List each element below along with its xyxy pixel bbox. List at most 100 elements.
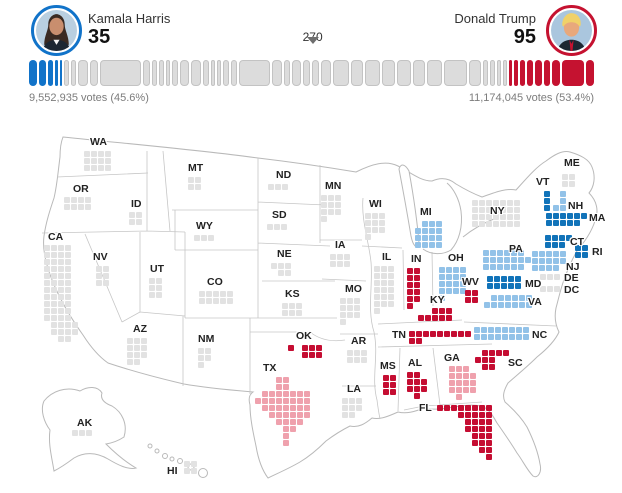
bar-segment-none[interactable] xyxy=(350,60,364,86)
ev-square xyxy=(439,308,445,314)
ev-square xyxy=(262,398,268,404)
bar-segment-none[interactable] xyxy=(77,60,89,86)
ev-square xyxy=(289,303,295,309)
ev-square xyxy=(436,221,442,227)
bar-segment-none[interactable] xyxy=(468,60,481,86)
ev-square xyxy=(290,426,296,432)
bar-segment-none[interactable] xyxy=(64,60,69,86)
ev-square xyxy=(569,174,575,180)
bar-segment-gop[interactable] xyxy=(552,60,561,86)
bar-segment-none[interactable] xyxy=(489,60,495,86)
bar-segment-none[interactable] xyxy=(311,60,320,86)
bar-segment-none[interactable] xyxy=(426,60,443,86)
bar-segment-none[interactable] xyxy=(444,60,467,86)
ev-square xyxy=(465,331,471,337)
ev-square xyxy=(44,252,50,258)
state-label-ID: ID xyxy=(131,198,142,210)
bar-segment-gop[interactable] xyxy=(509,60,512,86)
bar-segment-none[interactable] xyxy=(496,60,501,86)
ev-square xyxy=(544,205,550,211)
ev-square xyxy=(58,336,64,342)
ev-square xyxy=(195,184,201,190)
bar-segment-none[interactable] xyxy=(272,60,282,86)
bar-segment-none[interactable] xyxy=(151,60,157,86)
ev-square xyxy=(354,298,360,304)
ev-square xyxy=(51,266,57,272)
ev-square xyxy=(156,285,162,291)
bar-segment-dem[interactable] xyxy=(55,60,59,86)
bar-segment-none[interactable] xyxy=(217,60,222,86)
bar-segment-gop[interactable] xyxy=(520,60,526,86)
ev-square xyxy=(213,298,219,304)
ev-square xyxy=(415,242,421,248)
ev-square xyxy=(407,268,413,274)
bar-segment-gop[interactable] xyxy=(527,60,534,86)
bar-segment-dem[interactable] xyxy=(39,60,47,86)
ev-square xyxy=(430,331,436,337)
ev-square xyxy=(283,384,289,390)
bar-segment-none[interactable] xyxy=(143,60,150,86)
bar-segment-none[interactable] xyxy=(332,60,349,86)
bar-segment-none[interactable] xyxy=(397,60,412,86)
ev-square xyxy=(58,252,64,258)
ev-square xyxy=(276,419,282,425)
ev-square xyxy=(449,387,455,393)
bar-segment-none[interactable] xyxy=(158,60,164,86)
state-label-RI: RI xyxy=(592,246,603,258)
ev-square xyxy=(51,245,57,251)
ev-square xyxy=(525,257,531,263)
ev-square xyxy=(505,302,511,308)
bar-segment-gop[interactable] xyxy=(562,60,585,86)
bar-segment-none[interactable] xyxy=(482,60,488,86)
ev-square xyxy=(547,286,553,292)
bar-segment-dem[interactable] xyxy=(48,60,54,86)
ev-square xyxy=(381,301,387,307)
bar-segment-none[interactable] xyxy=(90,60,99,86)
ev-square xyxy=(509,327,515,333)
bar-segment-none[interactable] xyxy=(165,60,170,86)
bar-segment-gop[interactable] xyxy=(535,60,542,86)
ev-square xyxy=(523,327,529,333)
bar-segment-none[interactable] xyxy=(381,60,396,86)
bar-segment-dem[interactable] xyxy=(29,60,37,86)
bar-segment-none[interactable] xyxy=(191,60,202,86)
ev-square xyxy=(347,298,353,304)
ev-square xyxy=(302,345,308,351)
bar-segment-none[interactable] xyxy=(100,60,142,86)
bar-segment-none[interactable] xyxy=(413,60,425,86)
bar-segment-none[interactable] xyxy=(203,60,209,86)
harris-avatar xyxy=(31,5,82,56)
bar-segment-dem[interactable] xyxy=(60,60,63,86)
bar-segment-gop[interactable] xyxy=(543,60,551,86)
bar-segment-none[interactable] xyxy=(223,60,229,86)
ev-square xyxy=(554,274,560,280)
ev-square xyxy=(562,181,568,187)
bar-segment-none[interactable] xyxy=(210,60,216,86)
bar-segment-none[interactable] xyxy=(292,60,302,86)
ev-square xyxy=(486,426,492,432)
ev-square xyxy=(269,391,275,397)
bar-segment-none[interactable] xyxy=(70,60,76,86)
ev-square xyxy=(553,205,559,211)
ev-square xyxy=(379,220,385,226)
bar-segment-none[interactable] xyxy=(303,60,310,86)
ev-square xyxy=(465,426,471,432)
bar-segment-none[interactable] xyxy=(230,60,238,86)
ev-square xyxy=(372,213,378,219)
bar-segment-none[interactable] xyxy=(171,60,179,86)
bar-segment-gop[interactable] xyxy=(513,60,519,86)
bar-segment-none[interactable] xyxy=(321,60,331,86)
bar-segment-gop[interactable] xyxy=(586,60,595,86)
ev-square xyxy=(465,290,471,296)
bar-segment-none[interactable] xyxy=(365,60,380,86)
ev-square xyxy=(267,224,273,230)
bar-segment-none[interactable] xyxy=(180,60,190,86)
ev-square xyxy=(518,257,524,263)
state-label-LA: LA xyxy=(347,383,361,395)
bar-segment-none[interactable] xyxy=(502,60,508,86)
bar-segment-none[interactable] xyxy=(283,60,291,86)
state-label-UT: UT xyxy=(150,263,164,275)
ev-square xyxy=(407,289,413,295)
ev-square xyxy=(560,198,566,204)
bar-segment-none[interactable] xyxy=(239,60,271,86)
